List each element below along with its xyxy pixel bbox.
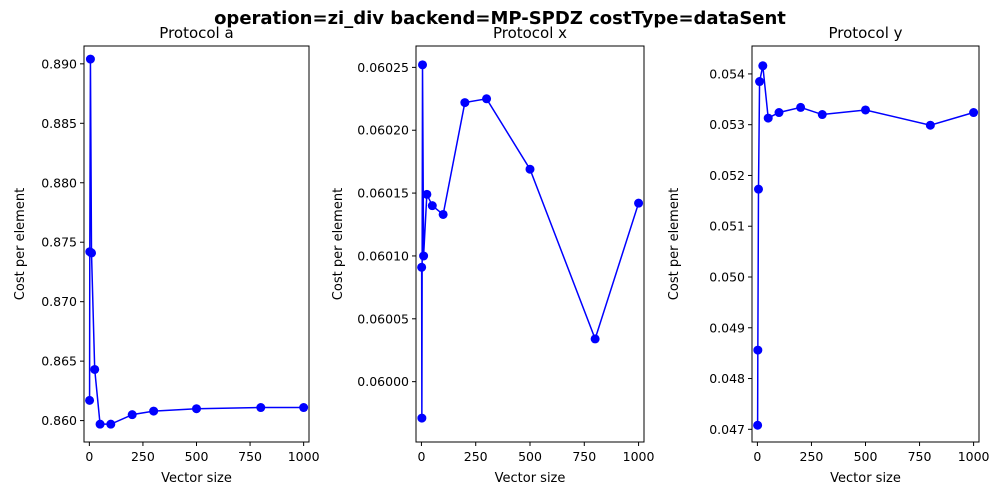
data-point bbox=[149, 406, 159, 416]
y-tick-label: 0.047 bbox=[709, 422, 745, 437]
data-point bbox=[418, 60, 428, 70]
x-tick-label: 250 bbox=[131, 449, 155, 464]
x-tick-label: 0 bbox=[85, 449, 93, 464]
data-point bbox=[106, 419, 116, 429]
data-point bbox=[753, 420, 763, 430]
x-axis-label: Vector size bbox=[161, 471, 232, 486]
y-tick-label: 0.049 bbox=[709, 320, 745, 335]
x-tick-label: 750 bbox=[572, 449, 596, 464]
y-axis-label: Cost per element bbox=[331, 188, 346, 300]
data-point bbox=[417, 262, 427, 272]
subplot-protocol-a: 0 250 500 750 1000 0.860 0.865 0.870 0.875 0.880 0… bbox=[13, 24, 320, 486]
series-line bbox=[756, 65, 974, 426]
data-point bbox=[85, 395, 95, 405]
subplot-title: Protocol x bbox=[493, 24, 567, 42]
data-point bbox=[192, 404, 201, 414]
y-tick-label: 0.06025 bbox=[357, 60, 409, 75]
series-line bbox=[88, 59, 304, 425]
subplot-title: Protocol y bbox=[828, 24, 902, 42]
data-point bbox=[925, 120, 935, 130]
x-tick-label: 1000 bbox=[623, 449, 655, 464]
data-point bbox=[422, 189, 432, 199]
x-tick-label: 0 bbox=[753, 449, 761, 464]
y-tick-label: 0.054 bbox=[709, 66, 745, 81]
series-line bbox=[420, 64, 640, 419]
y-tick-label: 0.860 bbox=[41, 413, 77, 428]
subplot-protocol-y: 0 250 500 750 1000 0.047 0.048 0.049 0.050 0.051 0… bbox=[667, 24, 990, 486]
y-tick-label: 0.06010 bbox=[357, 248, 409, 263]
x-tick-label: 1000 bbox=[288, 449, 320, 464]
x-tick-label: 500 bbox=[518, 449, 542, 464]
y-tick-label: 0.885 bbox=[41, 116, 77, 131]
data-point bbox=[969, 108, 979, 118]
figure-title: operation=zi_div backend=MP-SPDZ costTyp… bbox=[214, 8, 786, 29]
data-point bbox=[90, 364, 100, 374]
data-point bbox=[127, 410, 137, 420]
data-point bbox=[85, 54, 95, 64]
y-tick-label: 0.051 bbox=[709, 219, 745, 234]
data-point bbox=[95, 419, 105, 429]
data-point bbox=[753, 345, 763, 355]
data-point bbox=[861, 105, 870, 115]
data-point bbox=[774, 108, 784, 118]
data-point bbox=[417, 413, 427, 423]
x-tick-label: 1000 bbox=[958, 449, 990, 464]
x-tick-label: 250 bbox=[464, 449, 488, 464]
data-point bbox=[590, 334, 600, 344]
subplot-protocol-x: 0 250 500 750 1000 0.06000 0.06005 0.06010 0.060… bbox=[331, 24, 655, 486]
y-tick-label: 0.048 bbox=[709, 371, 745, 386]
data-point bbox=[460, 98, 470, 108]
y-axis-label: Cost per element bbox=[667, 188, 682, 300]
data-point bbox=[419, 251, 429, 261]
y-tick-label: 0.890 bbox=[41, 56, 77, 71]
x-tick-label: 0 bbox=[417, 449, 425, 464]
x-tick-label: 500 bbox=[185, 449, 209, 464]
y-tick-label: 0.06015 bbox=[357, 186, 409, 201]
y-tick-label: 0.050 bbox=[709, 270, 745, 285]
y-tick-label: 0.052 bbox=[709, 168, 745, 183]
y-tick-label: 0.880 bbox=[41, 175, 77, 190]
x-axis-label: Vector size bbox=[495, 471, 566, 486]
x-axis-label: Vector size bbox=[830, 471, 901, 486]
y-tick-label: 0.06000 bbox=[357, 374, 409, 389]
data-point bbox=[482, 94, 492, 104]
y-tick-label: 0.053 bbox=[709, 117, 745, 132]
data-point bbox=[438, 209, 448, 219]
x-tick-label: 500 bbox=[854, 449, 878, 464]
y-tick-label: 0.870 bbox=[41, 294, 77, 309]
y-tick-label: 0.06005 bbox=[357, 311, 409, 326]
y-tick-label: 0.875 bbox=[41, 235, 77, 250]
y-tick-label: 0.06020 bbox=[357, 123, 409, 138]
data-point bbox=[758, 61, 768, 71]
x-tick-label: 250 bbox=[800, 449, 824, 464]
data-point bbox=[753, 184, 763, 194]
data-point bbox=[427, 201, 437, 211]
data-point bbox=[763, 113, 773, 123]
plot-frame bbox=[83, 45, 310, 443]
subplot-title: Protocol a bbox=[159, 24, 233, 42]
plot-frame bbox=[415, 45, 645, 443]
x-tick-label: 750 bbox=[238, 449, 262, 464]
data-point bbox=[299, 403, 309, 413]
x-tick-label: 750 bbox=[908, 449, 932, 464]
data-point bbox=[817, 110, 827, 120]
y-tick-label: 0.865 bbox=[41, 354, 77, 369]
data-point bbox=[525, 164, 535, 174]
data-point bbox=[755, 77, 765, 87]
data-point bbox=[87, 248, 96, 258]
y-axis-label: Cost per element bbox=[13, 188, 28, 300]
data-point bbox=[256, 403, 266, 413]
data-point bbox=[796, 102, 806, 112]
plot-frame bbox=[751, 45, 980, 443]
data-point bbox=[634, 198, 644, 208]
